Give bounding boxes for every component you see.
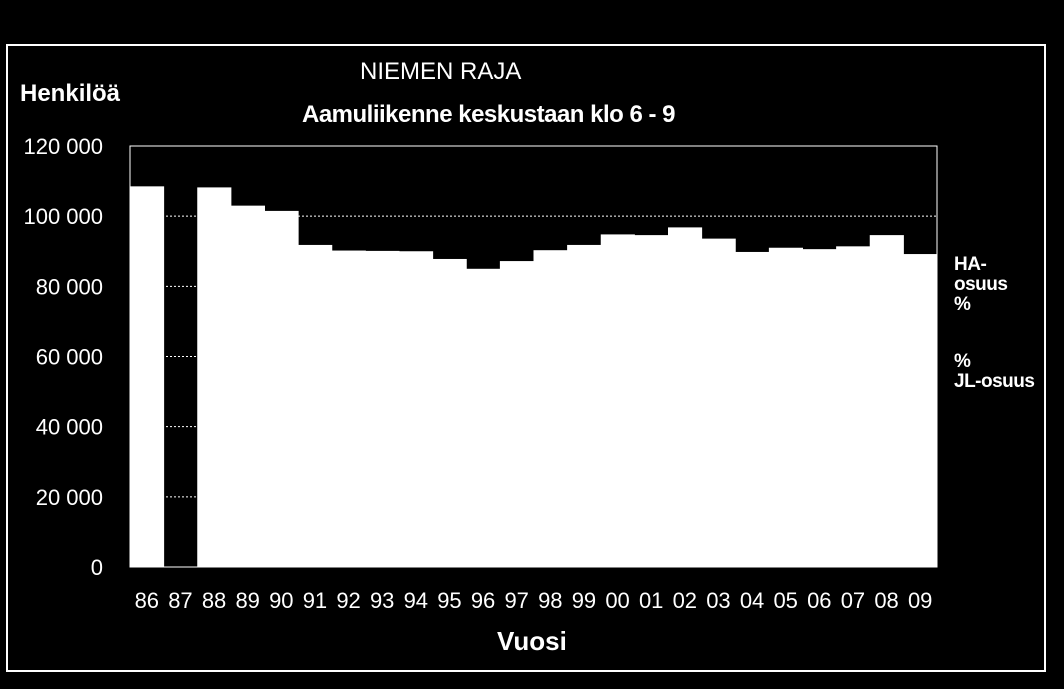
jl-share-label-line: JL-osuus <box>954 371 1035 392</box>
x-tick-label: 94 <box>404 588 428 613</box>
bar <box>735 251 770 567</box>
bar <box>230 205 265 567</box>
ha-share-label-line: HA- <box>954 254 987 275</box>
x-tick-label: 87 <box>168 588 192 613</box>
bar <box>634 235 669 567</box>
bar <box>331 250 366 567</box>
x-tick-label: 08 <box>874 588 898 613</box>
x-tick-label: 91 <box>303 588 327 613</box>
x-tick-label: 88 <box>202 588 226 613</box>
x-tick-label: 02 <box>673 588 697 613</box>
ha-share-label-line: % <box>954 294 971 315</box>
y-tick-label: 120 000 <box>23 134 103 159</box>
jl-share-label-line: % <box>954 351 971 372</box>
chart-subtitle: Aamuliikenne keskustaan klo 6 - 9 <box>302 101 676 128</box>
bar <box>802 249 837 567</box>
bar <box>533 250 568 567</box>
bar <box>567 244 602 567</box>
y-tick-label: 100 000 <box>23 204 103 229</box>
bar <box>130 186 165 568</box>
chart-title: NIEMEN RAJA <box>360 58 522 85</box>
y-tick-label: 80 000 <box>36 274 103 299</box>
x-tick-label: 90 <box>269 588 293 613</box>
bar <box>197 187 232 568</box>
bar <box>768 247 803 567</box>
y-tick-label: 40 000 <box>36 415 103 440</box>
x-tick-label: 04 <box>740 588 764 613</box>
x-tick-label: 98 <box>538 588 562 613</box>
y-tick-label: 60 000 <box>36 345 103 370</box>
x-tick-label: 97 <box>504 588 528 613</box>
x-tick-label: 01 <box>639 588 663 613</box>
y-tick-label: 20 000 <box>36 485 103 510</box>
bar <box>869 235 904 567</box>
x-tick-label: 99 <box>572 588 596 613</box>
jl-share-label: % JL-osuus <box>954 351 1035 392</box>
bar <box>264 210 299 567</box>
ha-share-label: HA- osuus % <box>954 254 1008 315</box>
plot-border <box>129 145 938 568</box>
chart-frame <box>6 44 1046 672</box>
x-tick-label: 89 <box>235 588 259 613</box>
x-axis-label: Vuosi <box>497 626 567 656</box>
x-tick-label: 06 <box>807 588 831 613</box>
x-tick-label: 96 <box>471 588 495 613</box>
bar <box>399 251 434 567</box>
x-tick-label: 00 <box>605 588 629 613</box>
bar <box>466 268 501 567</box>
x-tick-label: 92 <box>336 588 360 613</box>
bar <box>836 246 871 568</box>
bar <box>600 234 635 567</box>
x-tick-label: 93 <box>370 588 394 613</box>
x-tick-label: 09 <box>908 588 932 613</box>
bar <box>432 258 467 567</box>
x-tick-label: 95 <box>437 588 461 613</box>
ha-share-label-line: osuus <box>954 274 1008 295</box>
x-tick-label: 05 <box>773 588 797 613</box>
bar <box>298 244 333 567</box>
bar <box>668 227 703 568</box>
bar <box>499 261 534 567</box>
bar <box>903 254 938 567</box>
y-tick-label: 0 <box>91 555 103 580</box>
x-tick-label: 07 <box>841 588 865 613</box>
x-tick-label: 03 <box>706 588 730 613</box>
bar <box>701 238 736 567</box>
y-axis-label: Henkilöä <box>20 80 121 107</box>
x-tick-label: 86 <box>135 588 159 613</box>
bar <box>365 250 400 567</box>
